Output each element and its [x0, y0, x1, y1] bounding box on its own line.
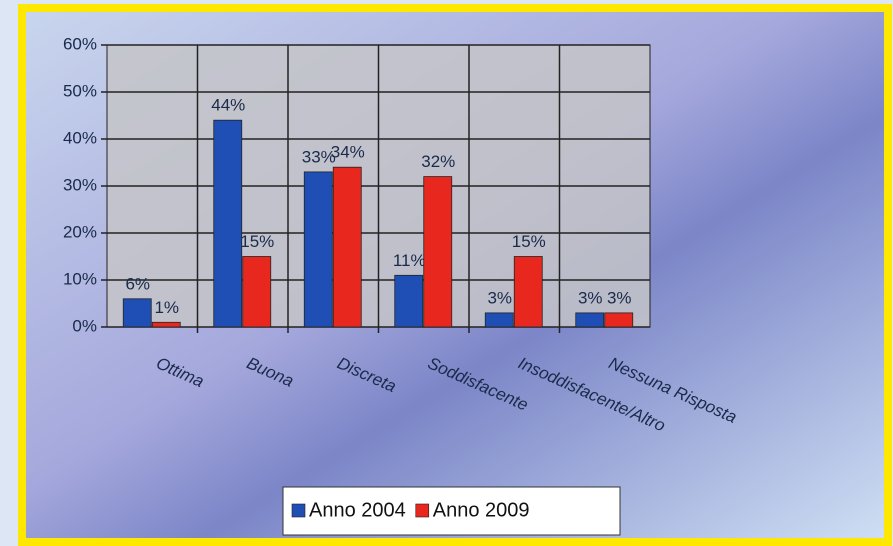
y-tick-label: 0%	[72, 316, 97, 335]
data-label: 32%	[421, 152, 455, 171]
bar	[423, 176, 453, 328]
data-label: 3%	[487, 288, 512, 307]
y-tick-label: 10%	[63, 269, 97, 288]
data-label: 44%	[211, 96, 245, 115]
data-label: 11%	[393, 251, 426, 270]
bar	[213, 119, 243, 328]
y-tick-label: 30%	[63, 175, 97, 194]
data-label: 3%	[607, 288, 632, 307]
bar	[484, 312, 514, 328]
bar	[513, 256, 543, 328]
legend-label: Anno 2004	[309, 499, 406, 521]
bar	[303, 171, 333, 328]
data-label: 34%	[331, 143, 365, 162]
data-label: 15%	[240, 232, 274, 251]
bar	[575, 312, 605, 328]
legend-label: Anno 2009	[433, 499, 530, 521]
data-label: 6%	[125, 274, 150, 293]
y-tick-label: 40%	[63, 128, 97, 147]
bar	[394, 274, 424, 328]
data-label: 3%	[578, 288, 603, 307]
data-label: 15%	[512, 232, 546, 251]
y-tick-label: 50%	[63, 81, 97, 100]
bar	[151, 321, 181, 328]
legend-swatch	[291, 503, 306, 518]
bar	[242, 256, 272, 328]
bar	[332, 166, 362, 328]
bar	[122, 298, 152, 328]
y-tick-label: 20%	[63, 222, 97, 241]
data-label: 33%	[302, 147, 336, 166]
legend	[282, 486, 621, 536]
data-label: 1%	[154, 298, 179, 317]
bar	[604, 312, 634, 328]
legend-swatch	[415, 503, 430, 518]
y-tick-label: 60%	[63, 34, 97, 53]
